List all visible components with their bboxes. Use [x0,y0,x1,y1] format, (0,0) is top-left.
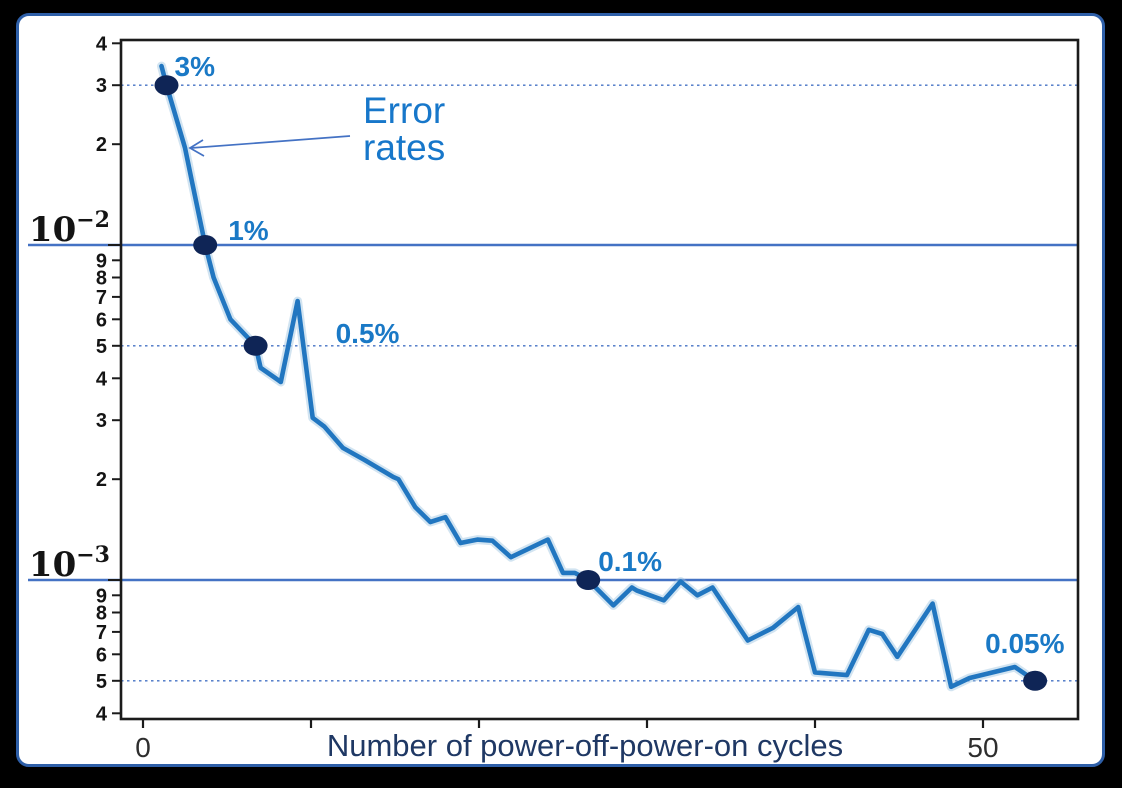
y-axis-minor-label: 9 [96,585,107,607]
y-axis-minor-label: 8 [96,603,107,625]
marker-dot-3pct [154,75,179,96]
marker-label: 0.05% [985,628,1064,659]
y-axis-minor-label: 2 [96,469,107,491]
callout-arrow-shaft [190,135,351,149]
marker-dot-0_5pct [243,335,268,356]
y-axis-minor-label: 2 [96,134,107,156]
y-axis-minor-label: 7 [96,287,107,309]
marker-dot-0_05pct [1023,670,1048,691]
x-axis-tick-label: 0 [135,732,151,763]
y-axis-minor-label: 6 [96,309,107,331]
error-rate-line [159,63,1038,690]
marker-label: 0.1% [598,546,662,577]
y-axis-minor-label: 8 [96,268,107,290]
y-axis-decade-label: 10−3 [29,542,110,585]
y-axis-minor-label: 4 [96,33,108,55]
y-axis-decade-label: 10−2 [29,207,110,250]
y-axis-minor-label: 7 [96,622,107,644]
y-axis-minor-label: 5 [96,336,107,358]
figure-panel [16,13,1105,767]
y-axis-minor-label: 3 [96,75,107,97]
marker-label: 0.5% [336,318,400,349]
y-axis-minor-label: 3 [96,410,107,432]
y-axis-minor-label: 5 [96,671,107,693]
callout-text-line-1: Error [363,90,445,131]
marker-dot-1pct [193,235,218,255]
x-axis-tick-label: 50 [967,732,998,763]
y-axis-minor-label: 6 [96,644,107,666]
callout-arrowhead-icon [188,139,205,157]
marker-label: 3% [175,51,216,82]
marker-dot-0_1pct [576,570,601,590]
callout-text-line-2: rates [363,127,445,168]
y-axis-minor-label: 4 [96,368,108,390]
marker-label: 1% [228,215,269,246]
y-axis-minor-label: 9 [96,250,107,272]
error-rate-line-halo [157,61,1040,692]
x-axis-title: Number of power-off-power-on cycles [327,728,843,763]
plot-frame [119,38,1080,721]
y-axis-minor-label: 4 [96,703,108,725]
